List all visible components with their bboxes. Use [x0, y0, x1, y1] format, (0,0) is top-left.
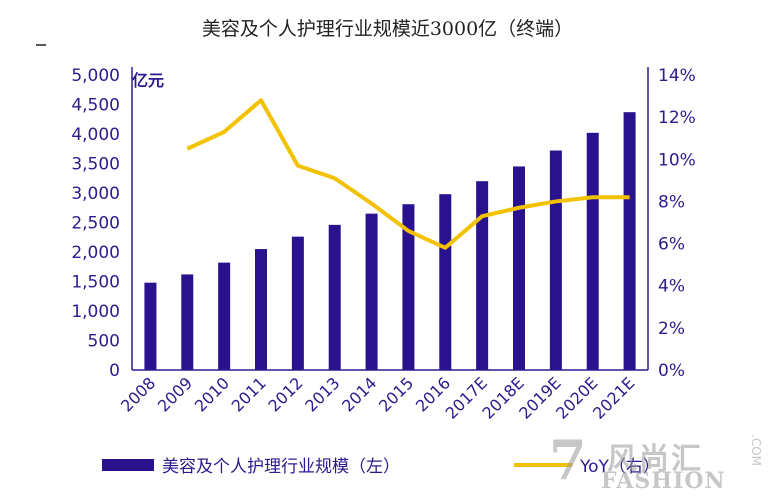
bar [255, 249, 267, 370]
x-tick-label: 2008 [117, 373, 159, 415]
bar [291, 236, 304, 370]
x-axis: 2008200920102011201220132014201520162017… [117, 369, 648, 423]
watermark-english: FASHION [601, 468, 726, 494]
bar [144, 282, 157, 370]
bar [181, 274, 194, 370]
x-tick-label: 2021E [589, 373, 638, 422]
legend-line-label: YoY（右） [580, 457, 660, 477]
bar-series [144, 112, 636, 371]
left-tick-label: 3,500 [71, 155, 120, 175]
right-tick-label: 0% [658, 361, 685, 381]
bar [218, 262, 231, 370]
left-tick-label: 2,000 [71, 243, 120, 263]
left-tick-label: 4,000 [71, 125, 120, 145]
x-tick-label: 2015 [375, 373, 417, 415]
title-dash [36, 44, 46, 46]
bar [549, 150, 562, 370]
left-tick-label: 0 [109, 361, 120, 381]
legend-line-swatch [514, 463, 572, 467]
right-tick-label: 8% [658, 192, 685, 212]
left-tick-label: 1,000 [71, 302, 120, 322]
bar [476, 181, 489, 370]
right-tick-label: 6% [658, 235, 685, 255]
right-tick-label: 2% [658, 319, 685, 339]
x-tick-label: 2010 [191, 373, 233, 415]
x-tick-label: 2011 [228, 373, 270, 415]
left-tick-label: 500 [88, 332, 120, 352]
watermark-logo: 7 风尚汇 FASHION .COM [545, 428, 770, 496]
bar [439, 194, 452, 370]
legend: 美容及个人护理行业规模（左） YoY（右） [0, 448, 775, 482]
bar [365, 213, 378, 370]
x-tick-label: 2012 [264, 373, 306, 415]
left-tick-label: 2,500 [71, 214, 120, 234]
x-tick-label: 2009 [154, 373, 196, 415]
bar [623, 112, 636, 371]
left-tick-label: 3,000 [71, 184, 120, 204]
watermark-com: .COM [749, 434, 763, 466]
left-tick-label: 5,000 [71, 66, 120, 86]
watermark-chinese: 风尚汇 [607, 442, 703, 477]
line-series [186, 98, 630, 250]
right-tick-label: 10% [658, 150, 696, 170]
bar [586, 132, 599, 370]
left-axis-unit: 亿元 [132, 71, 164, 90]
legend-bar-swatch [102, 459, 154, 471]
left-axis: 5,000 4,500 4,000 3,500 3,000 2,500 2,000 1,500… [71, 66, 133, 381]
legend-bar-label: 美容及个人护理行业规模（左） [162, 457, 400, 477]
left-tick-label: 1,500 [71, 273, 120, 293]
x-tick-label: 2013 [301, 373, 343, 415]
right-tick-label: 12% [658, 108, 696, 128]
watermark-number: 7 [549, 428, 587, 492]
chart-title: 美容及个人护理行业规模近3000亿（终端） [201, 18, 574, 40]
x-tick-label: 2014 [338, 373, 380, 415]
bar [513, 166, 525, 370]
left-tick-label: 4,500 [71, 96, 120, 116]
bar [402, 204, 415, 370]
right-axis: 14% 12% 10% 8% 6% 4% 2% 0% [647, 66, 696, 381]
right-tick-label: 4% [658, 277, 685, 297]
right-tick-label: 14% [658, 66, 696, 86]
bar [328, 224, 341, 370]
